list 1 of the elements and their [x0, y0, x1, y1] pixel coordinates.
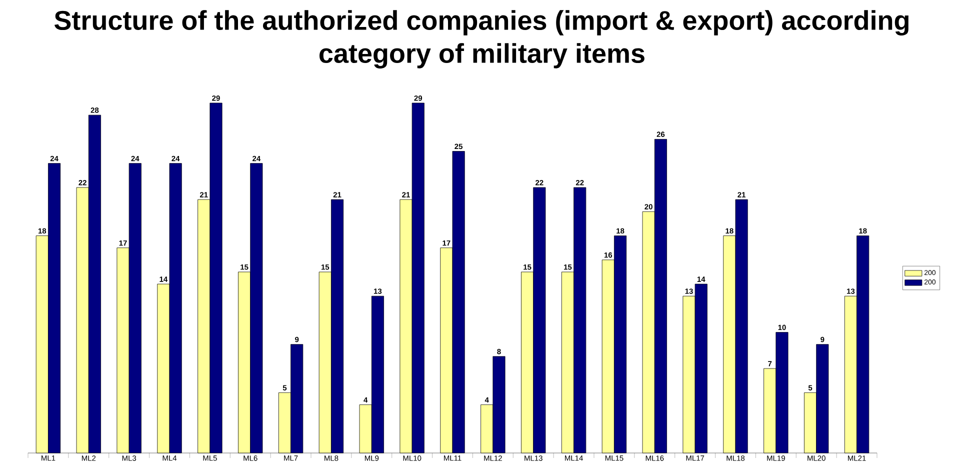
chart-title: Structure of the authorized companies (import & export) according category of military items	[54, 10, 908, 68]
